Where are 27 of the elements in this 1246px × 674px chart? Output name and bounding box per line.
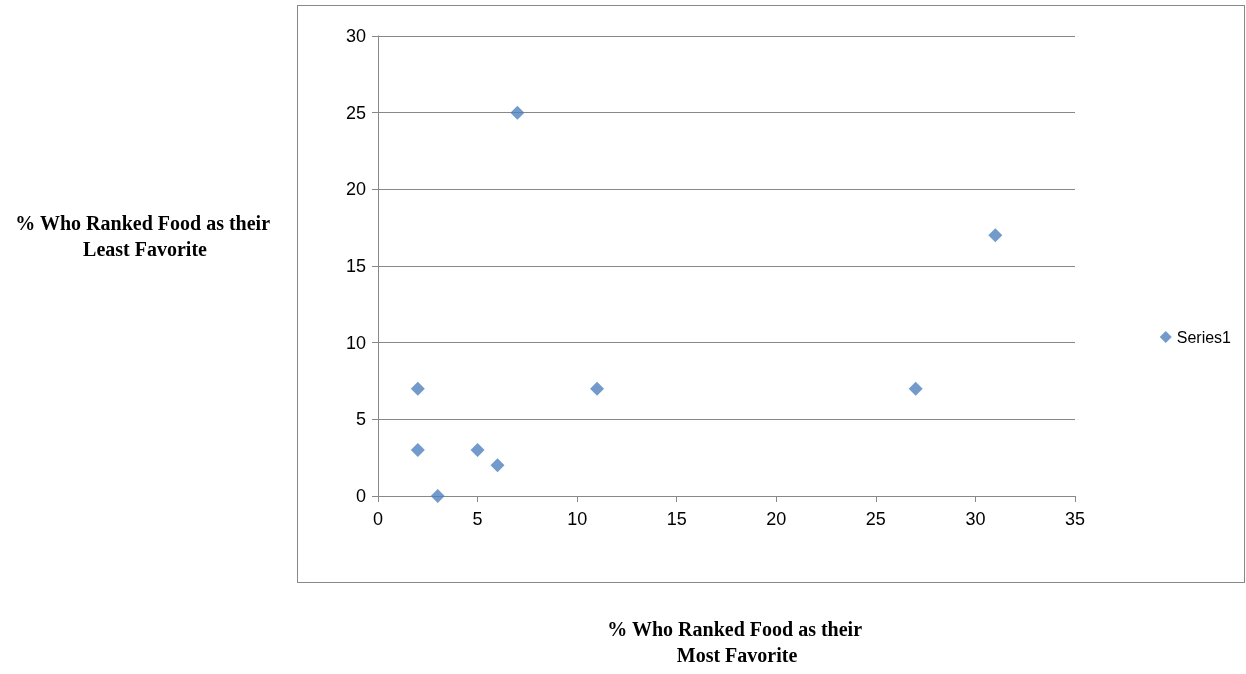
y-tick-label: 25 <box>345 102 366 123</box>
point <box>908 381 923 396</box>
x-tick-label: 0 <box>372 509 384 529</box>
point <box>988 228 1003 243</box>
legend-label: Series1 <box>1176 328 1232 346</box>
x-tick-label: 20 <box>766 509 787 529</box>
x-axis-title: % Who Ranked Food as their Most Favorite <box>607 618 867 666</box>
point <box>510 105 525 120</box>
point <box>590 381 605 396</box>
x-tick-label: 30 <box>965 509 986 529</box>
y-tick-label: 30 <box>345 26 366 46</box>
point <box>490 458 505 473</box>
point <box>430 489 445 503</box>
point <box>470 443 485 457</box>
x-tick-label: 10 <box>567 509 588 529</box>
y-tick-label: 20 <box>345 179 366 200</box>
y-tick-label: 0 <box>355 486 366 506</box>
x-tick-label: 5 <box>472 509 483 529</box>
x-tick-label: 35 <box>1064 509 1086 529</box>
x-tick-label: 15 <box>666 509 687 529</box>
y-tick-label: 15 <box>345 256 366 276</box>
y-axis-title: % Who Ranked Food as their Least Favorite <box>15 212 275 260</box>
point <box>410 443 425 457</box>
y-tick-label: 5 <box>355 409 366 430</box>
y-tick-label: 10 <box>345 332 366 353</box>
point <box>410 381 425 396</box>
x-tick-label: 25 <box>865 509 886 529</box>
